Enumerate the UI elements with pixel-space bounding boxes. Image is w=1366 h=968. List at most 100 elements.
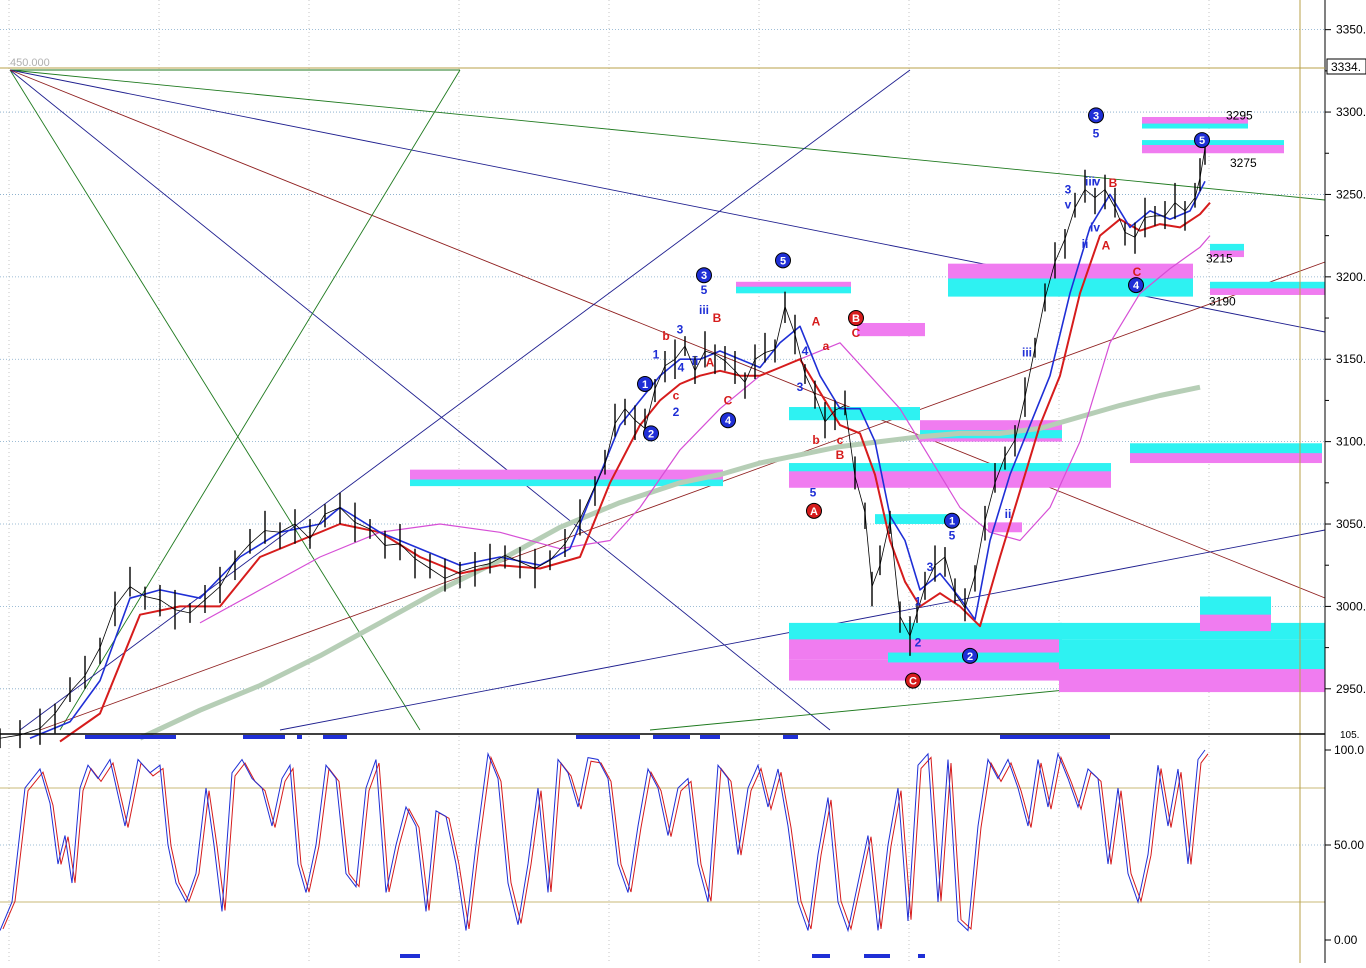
price-path bbox=[814, 395, 826, 422]
price-path bbox=[1174, 202, 1186, 212]
wave-label: A bbox=[706, 356, 715, 370]
price-path bbox=[1054, 238, 1066, 263]
price-path bbox=[871, 565, 881, 587]
wave-circle-label: A bbox=[810, 506, 818, 518]
price-path bbox=[384, 543, 401, 546]
wave-circle bbox=[962, 647, 978, 664]
wave-label: v bbox=[1094, 174, 1101, 188]
wave-label: 3 bbox=[797, 380, 804, 394]
price-note: 3295 bbox=[1226, 108, 1253, 122]
zone-magenta bbox=[789, 471, 1111, 488]
zone-magenta bbox=[1200, 614, 1271, 632]
price-path bbox=[84, 647, 101, 676]
price-path bbox=[369, 528, 386, 546]
price-path bbox=[39, 713, 56, 729]
wave-circle bbox=[720, 412, 736, 429]
price-path bbox=[399, 543, 416, 559]
price-path bbox=[489, 554, 506, 564]
wave-label: 1 bbox=[915, 594, 922, 608]
price-path bbox=[1084, 189, 1096, 199]
zone-magenta bbox=[410, 469, 723, 480]
signal-marker bbox=[918, 954, 925, 958]
zone-cyan bbox=[1130, 443, 1322, 455]
wave-circle-label: 2 bbox=[648, 428, 654, 440]
wave-circle-label: 1 bbox=[642, 379, 648, 391]
long_ma-line bbox=[138, 384, 1201, 741]
price-path bbox=[504, 554, 521, 563]
gann-label: 450.000 bbox=[10, 57, 50, 69]
signal-marker bbox=[1000, 735, 1110, 739]
price-path bbox=[954, 593, 966, 609]
fast_ma-line bbox=[29, 180, 1206, 739]
wave-circle-label: C bbox=[909, 676, 917, 688]
zone-cyan bbox=[1059, 622, 1325, 640]
price-path bbox=[474, 563, 491, 568]
wave-circle bbox=[944, 512, 960, 529]
price-path bbox=[1024, 347, 1036, 398]
wave-circle-label: 5 bbox=[780, 255, 786, 267]
price-path bbox=[129, 586, 146, 597]
zone-cyan bbox=[1200, 596, 1271, 617]
wave-circle-label: B bbox=[852, 313, 860, 325]
zone-magenta bbox=[736, 281, 851, 291]
price-path bbox=[924, 565, 936, 587]
wave-label: b bbox=[662, 329, 669, 343]
wave-label: v bbox=[1065, 197, 1072, 211]
price-path bbox=[1104, 189, 1116, 208]
price-path bbox=[144, 596, 161, 601]
zone-cyan bbox=[875, 514, 957, 525]
signal-marker bbox=[243, 735, 285, 739]
price-path bbox=[339, 507, 356, 523]
price-path bbox=[249, 530, 266, 545]
zone-cyan bbox=[1059, 639, 1325, 673]
price-path bbox=[724, 360, 736, 372]
price-path bbox=[219, 560, 236, 587]
price-path bbox=[1194, 177, 1201, 198]
zone-magenta bbox=[1210, 250, 1244, 258]
wave-label: ii bbox=[692, 354, 699, 368]
price-path bbox=[204, 586, 221, 601]
price-path bbox=[234, 543, 251, 561]
price-path bbox=[844, 405, 856, 477]
signal-marker bbox=[700, 735, 720, 739]
wave-label: 2 bbox=[673, 405, 680, 419]
price-path bbox=[324, 507, 341, 515]
price-path bbox=[994, 456, 1006, 483]
price-path bbox=[944, 556, 956, 594]
price-tick-label: 3050. bbox=[1336, 517, 1366, 531]
price-path bbox=[564, 518, 581, 544]
price-path bbox=[309, 513, 326, 540]
price-path bbox=[459, 566, 476, 573]
price-path bbox=[764, 348, 776, 354]
price-path bbox=[354, 522, 371, 530]
price-tick-label: 3350. bbox=[1336, 23, 1366, 37]
price-path bbox=[1004, 439, 1016, 457]
osc-tick-label: 100.0 bbox=[1334, 743, 1364, 757]
fan-line bbox=[9, 69, 831, 731]
wave-label: 1 bbox=[653, 347, 660, 361]
price-path bbox=[634, 419, 646, 429]
price-path bbox=[444, 571, 461, 579]
price-path bbox=[159, 599, 176, 611]
signal-marker bbox=[576, 735, 640, 739]
zone-cyan bbox=[410, 479, 723, 487]
price-path bbox=[0, 734, 21, 739]
zone-magenta bbox=[1210, 288, 1325, 295]
zone-magenta bbox=[1142, 116, 1248, 126]
price-path bbox=[429, 568, 446, 579]
price-path bbox=[1094, 189, 1106, 199]
last-price-box bbox=[1326, 58, 1366, 75]
price-path bbox=[644, 388, 656, 429]
price-path bbox=[1064, 207, 1076, 240]
price-path bbox=[674, 345, 686, 360]
price-path bbox=[549, 543, 566, 561]
wave-label: 3 bbox=[1065, 183, 1072, 197]
price-path bbox=[1034, 298, 1046, 348]
price-path bbox=[984, 482, 996, 521]
price-path bbox=[909, 612, 918, 637]
wave-label: A bbox=[812, 314, 821, 328]
price-path bbox=[1164, 202, 1176, 217]
wave-label: iii bbox=[699, 303, 709, 317]
